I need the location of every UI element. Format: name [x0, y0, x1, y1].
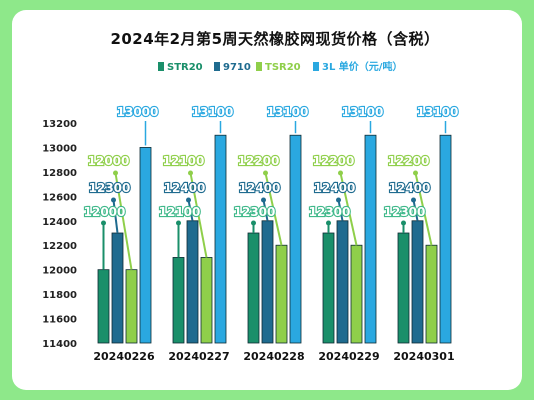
pointer-9710 [262, 199, 269, 221]
pointer-9710 [112, 199, 119, 234]
bar-3l [214, 134, 227, 344]
data-label-9710: 12400 [239, 181, 281, 195]
legend-label: 9710 [223, 62, 251, 73]
bar-str20 [172, 257, 185, 344]
bar-9710 [411, 220, 424, 344]
y-tick-label: 12000 [42, 266, 77, 277]
y-tick-label: 12800 [42, 168, 77, 179]
x-category-label: 20240228 [243, 350, 304, 363]
data-label-3l: 13000 [117, 105, 159, 119]
x-category-label: 20240227 [168, 350, 229, 363]
data-label-3l: 13100 [267, 105, 309, 119]
legend-label: TSR20 [265, 62, 301, 73]
pointer-tsr20 [114, 172, 133, 270]
y-tick-label: 11800 [42, 290, 77, 301]
data-label-9710: 12400 [164, 181, 206, 195]
data-label-tsr20: 12200 [388, 154, 430, 168]
bar-9710 [111, 232, 124, 344]
legend-swatch [313, 62, 319, 71]
legend-label: 3L 单价（元/吨） [322, 60, 402, 73]
data-label-tsr20: 12200 [238, 154, 280, 168]
y-tick-label: 13200 [42, 119, 77, 130]
data-label-str20: 12100 [159, 205, 201, 219]
bar-tsr20 [200, 257, 213, 344]
bar-tsr20 [350, 244, 363, 344]
y-tick-label: 12400 [42, 217, 77, 228]
bar-3l [439, 134, 452, 344]
y-tick-label: 11400 [42, 339, 77, 350]
legend-swatch [214, 62, 220, 71]
data-label-str20: 12300 [384, 205, 426, 219]
legend-swatch [256, 62, 262, 71]
x-category-label: 20240301 [393, 350, 454, 363]
bar-3l [289, 134, 302, 344]
bar-tsr20 [425, 244, 438, 344]
pointer-9710 [187, 199, 194, 221]
data-label-str20: 12300 [234, 205, 276, 219]
y-tick-label: 11600 [42, 315, 77, 326]
bar-tsr20 [275, 244, 288, 344]
pointer-tsr20 [414, 172, 433, 246]
bar-str20 [397, 232, 410, 344]
bar-tsr20 [125, 269, 138, 344]
bar-9710 [336, 220, 349, 344]
bar-str20 [322, 232, 335, 344]
x-category-label: 20240229 [318, 350, 379, 363]
y-tick-label: 12200 [42, 241, 77, 252]
data-label-9710: 12400 [389, 181, 431, 195]
data-label-str20: 12300 [309, 205, 351, 219]
y-tick-label: 12600 [42, 192, 77, 203]
x-category-label: 20240226 [93, 350, 155, 363]
data-label-tsr20: 12000 [88, 154, 130, 168]
bar-9710 [186, 220, 199, 344]
legend-swatch [158, 62, 164, 71]
legend-label: STR20 [167, 62, 203, 73]
bar-3l [364, 134, 377, 344]
pointer-tsr20 [264, 172, 283, 246]
pointer-9710 [412, 199, 419, 221]
data-label-str20: 12000 [84, 205, 126, 219]
pointer-9710 [337, 199, 344, 221]
data-label-9710: 12300 [89, 181, 131, 195]
data-label-3l: 13100 [417, 105, 459, 119]
y-tick-label: 13000 [42, 143, 77, 154]
data-label-tsr20: 12200 [313, 154, 355, 168]
data-label-9710: 12400 [314, 181, 356, 195]
data-label-tsr20: 12100 [163, 154, 205, 168]
bar-str20 [247, 232, 260, 344]
bar-str20 [97, 269, 110, 344]
chart-title: 2024年2月第5周天然橡胶网现货价格（含税） [110, 30, 440, 48]
data-label-3l: 13100 [192, 105, 234, 119]
bar-9710 [261, 220, 274, 344]
pointer-tsr20 [189, 172, 208, 258]
data-label-3l: 13100 [342, 105, 384, 119]
pointer-tsr20 [339, 172, 358, 246]
bar-3l [139, 147, 152, 344]
